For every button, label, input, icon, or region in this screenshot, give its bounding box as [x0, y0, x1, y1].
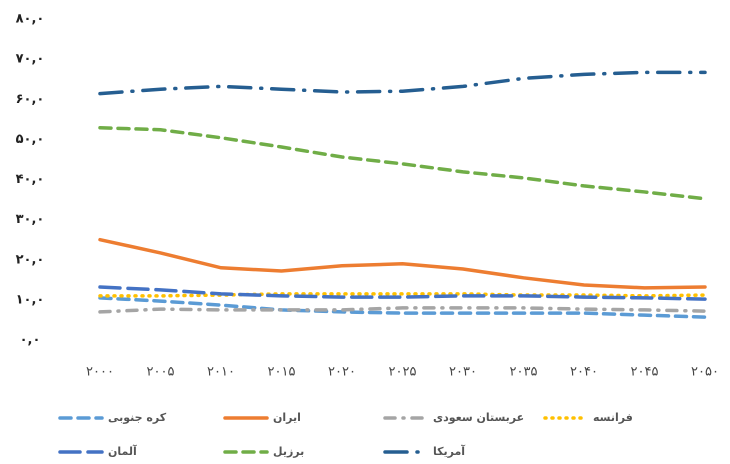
y-tick-label: ۸۰,۰	[16, 12, 45, 27]
x-tick-label: ۲۰۰۵	[147, 365, 175, 380]
x-tick-label: ۲۰۴۰	[570, 365, 598, 380]
series-line	[98, 285, 707, 301]
series-line	[98, 237, 707, 290]
x-tick-label: ۲۰۳۵	[510, 365, 538, 380]
x-tick-label: ۲۰۰۰	[86, 365, 114, 380]
legend-label: آلمان	[108, 444, 137, 458]
legend-label: آمریکا	[433, 444, 465, 458]
x-tick-label: ۲۰۲۵	[389, 365, 417, 380]
series-line	[98, 296, 707, 319]
x-tick-label: ۲۰۱۰	[207, 365, 235, 380]
x-tick-label: ۲۰۳۰	[449, 365, 477, 380]
y-tick-label: ۰,۰	[20, 333, 41, 348]
y-tick-label: ۴۰,۰	[16, 172, 45, 187]
legend-label: کره جنوبی	[108, 411, 167, 424]
y-tick-label: ۵۰,۰	[16, 132, 45, 147]
series-line	[98, 70, 707, 96]
legend-label: ایران	[273, 411, 301, 424]
series-line	[98, 306, 707, 314]
legend-label: برزیل	[273, 445, 304, 458]
y-tick-label: ۳۰,۰	[16, 212, 45, 227]
y-tick-label: ۱۰,۰	[16, 292, 45, 307]
x-tick-label: ۲۰۱۵	[268, 365, 296, 380]
legend-label: فرانسه	[593, 411, 633, 424]
x-tick-label: ۲۰۴۵	[631, 365, 659, 380]
y-tick-label: ۷۰,۰	[16, 52, 45, 67]
x-tick-label: ۲۰۲۰	[328, 365, 356, 380]
y-tick-label: ۶۰,۰	[16, 92, 45, 107]
legend-label: عربستان سعودی	[433, 411, 524, 424]
y-tick-label: ۲۰,۰	[16, 252, 45, 267]
series-line	[98, 125, 707, 201]
series-line	[98, 292, 707, 298]
x-tick-label: ۲۰۵۰	[691, 365, 719, 380]
